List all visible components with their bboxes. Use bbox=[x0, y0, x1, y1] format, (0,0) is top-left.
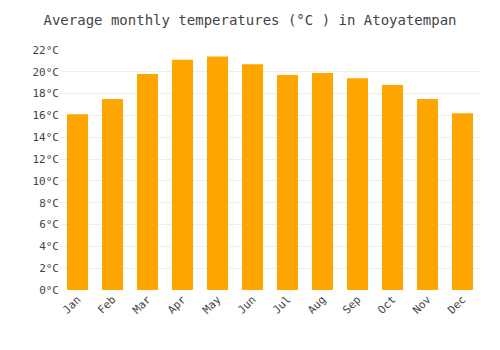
svg-text:Jan: Jan bbox=[60, 293, 83, 316]
svg-text:Sep: Sep bbox=[340, 293, 363, 316]
svg-text:0°C: 0°C bbox=[39, 284, 59, 297]
svg-text:22°C: 22°C bbox=[33, 44, 60, 57]
svg-text:Aug: Aug bbox=[305, 293, 328, 316]
svg-text:20°C: 20°C bbox=[33, 66, 60, 79]
svg-text:Jun: Jun bbox=[235, 293, 258, 316]
svg-text:Apr: Apr bbox=[165, 293, 189, 317]
svg-text:Dec: Dec bbox=[445, 293, 468, 316]
svg-text:12°C: 12°C bbox=[33, 153, 60, 166]
svg-text:8°C: 8°C bbox=[39, 197, 59, 210]
svg-text:Feb: Feb bbox=[95, 293, 118, 316]
svg-text:Jul: Jul bbox=[270, 293, 293, 316]
svg-text:2°C: 2°C bbox=[39, 262, 59, 275]
svg-text:6°C: 6°C bbox=[39, 218, 59, 231]
svg-text:18°C: 18°C bbox=[33, 87, 60, 100]
svg-text:Average monthly temperatures (: Average monthly temperatures (°C ) in At… bbox=[43, 12, 456, 28]
svg-text:4°C: 4°C bbox=[39, 240, 59, 253]
svg-text:Nov: Nov bbox=[410, 293, 434, 317]
svg-text:May: May bbox=[200, 293, 224, 317]
svg-text:16°C: 16°C bbox=[33, 109, 60, 122]
svg-text:10°C: 10°C bbox=[33, 175, 60, 188]
svg-text:14°C: 14°C bbox=[33, 131, 60, 144]
svg-text:Mar: Mar bbox=[130, 293, 154, 317]
svg-text:Oct: Oct bbox=[375, 293, 398, 316]
